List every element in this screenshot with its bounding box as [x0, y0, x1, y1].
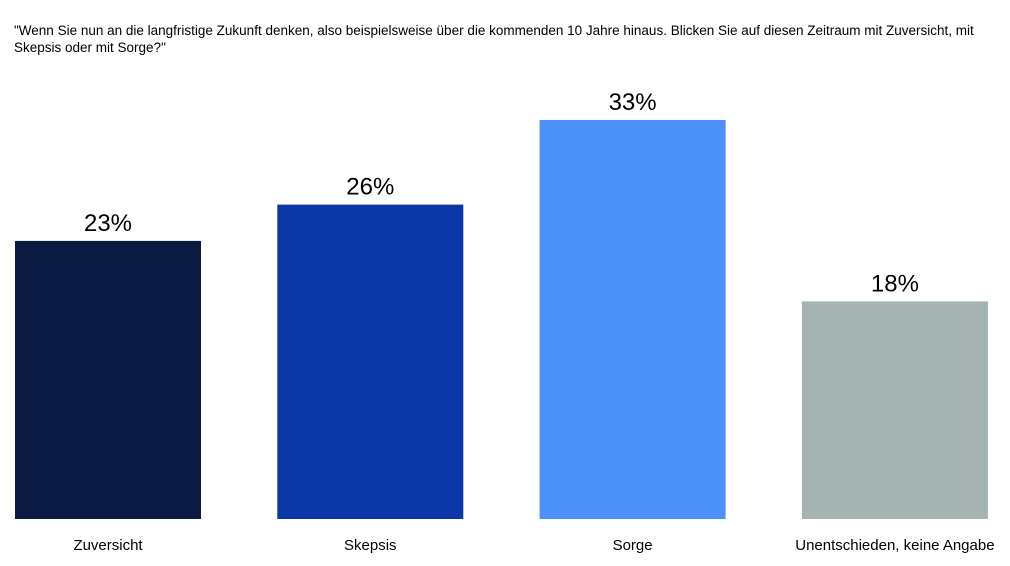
bar-1	[15, 240, 201, 519]
value-label-4: 18%	[871, 270, 919, 297]
value-labels-group: 23% 26% 33% 18%	[84, 89, 919, 297]
bars-group	[15, 120, 988, 519]
category-label-2: Skepsis	[344, 537, 397, 554]
value-label-1: 23%	[84, 210, 132, 237]
bar-4	[801, 301, 988, 519]
category-labels-group: Zuversicht Skepsis Sorge Unentschieden, kei…	[73, 537, 994, 554]
chart-title: "Wenn Sie nun an die langfristige Zukunf…	[14, 23, 974, 55]
category-label-3: Sorge	[613, 537, 653, 554]
category-label-1: Zuversicht	[73, 537, 143, 554]
value-label-2: 26%	[346, 174, 394, 201]
bar-3	[539, 120, 726, 519]
value-label-3: 33%	[609, 89, 657, 116]
category-label-4: Unentschieden, keine Angabe	[795, 537, 994, 554]
bar-2	[277, 204, 464, 519]
